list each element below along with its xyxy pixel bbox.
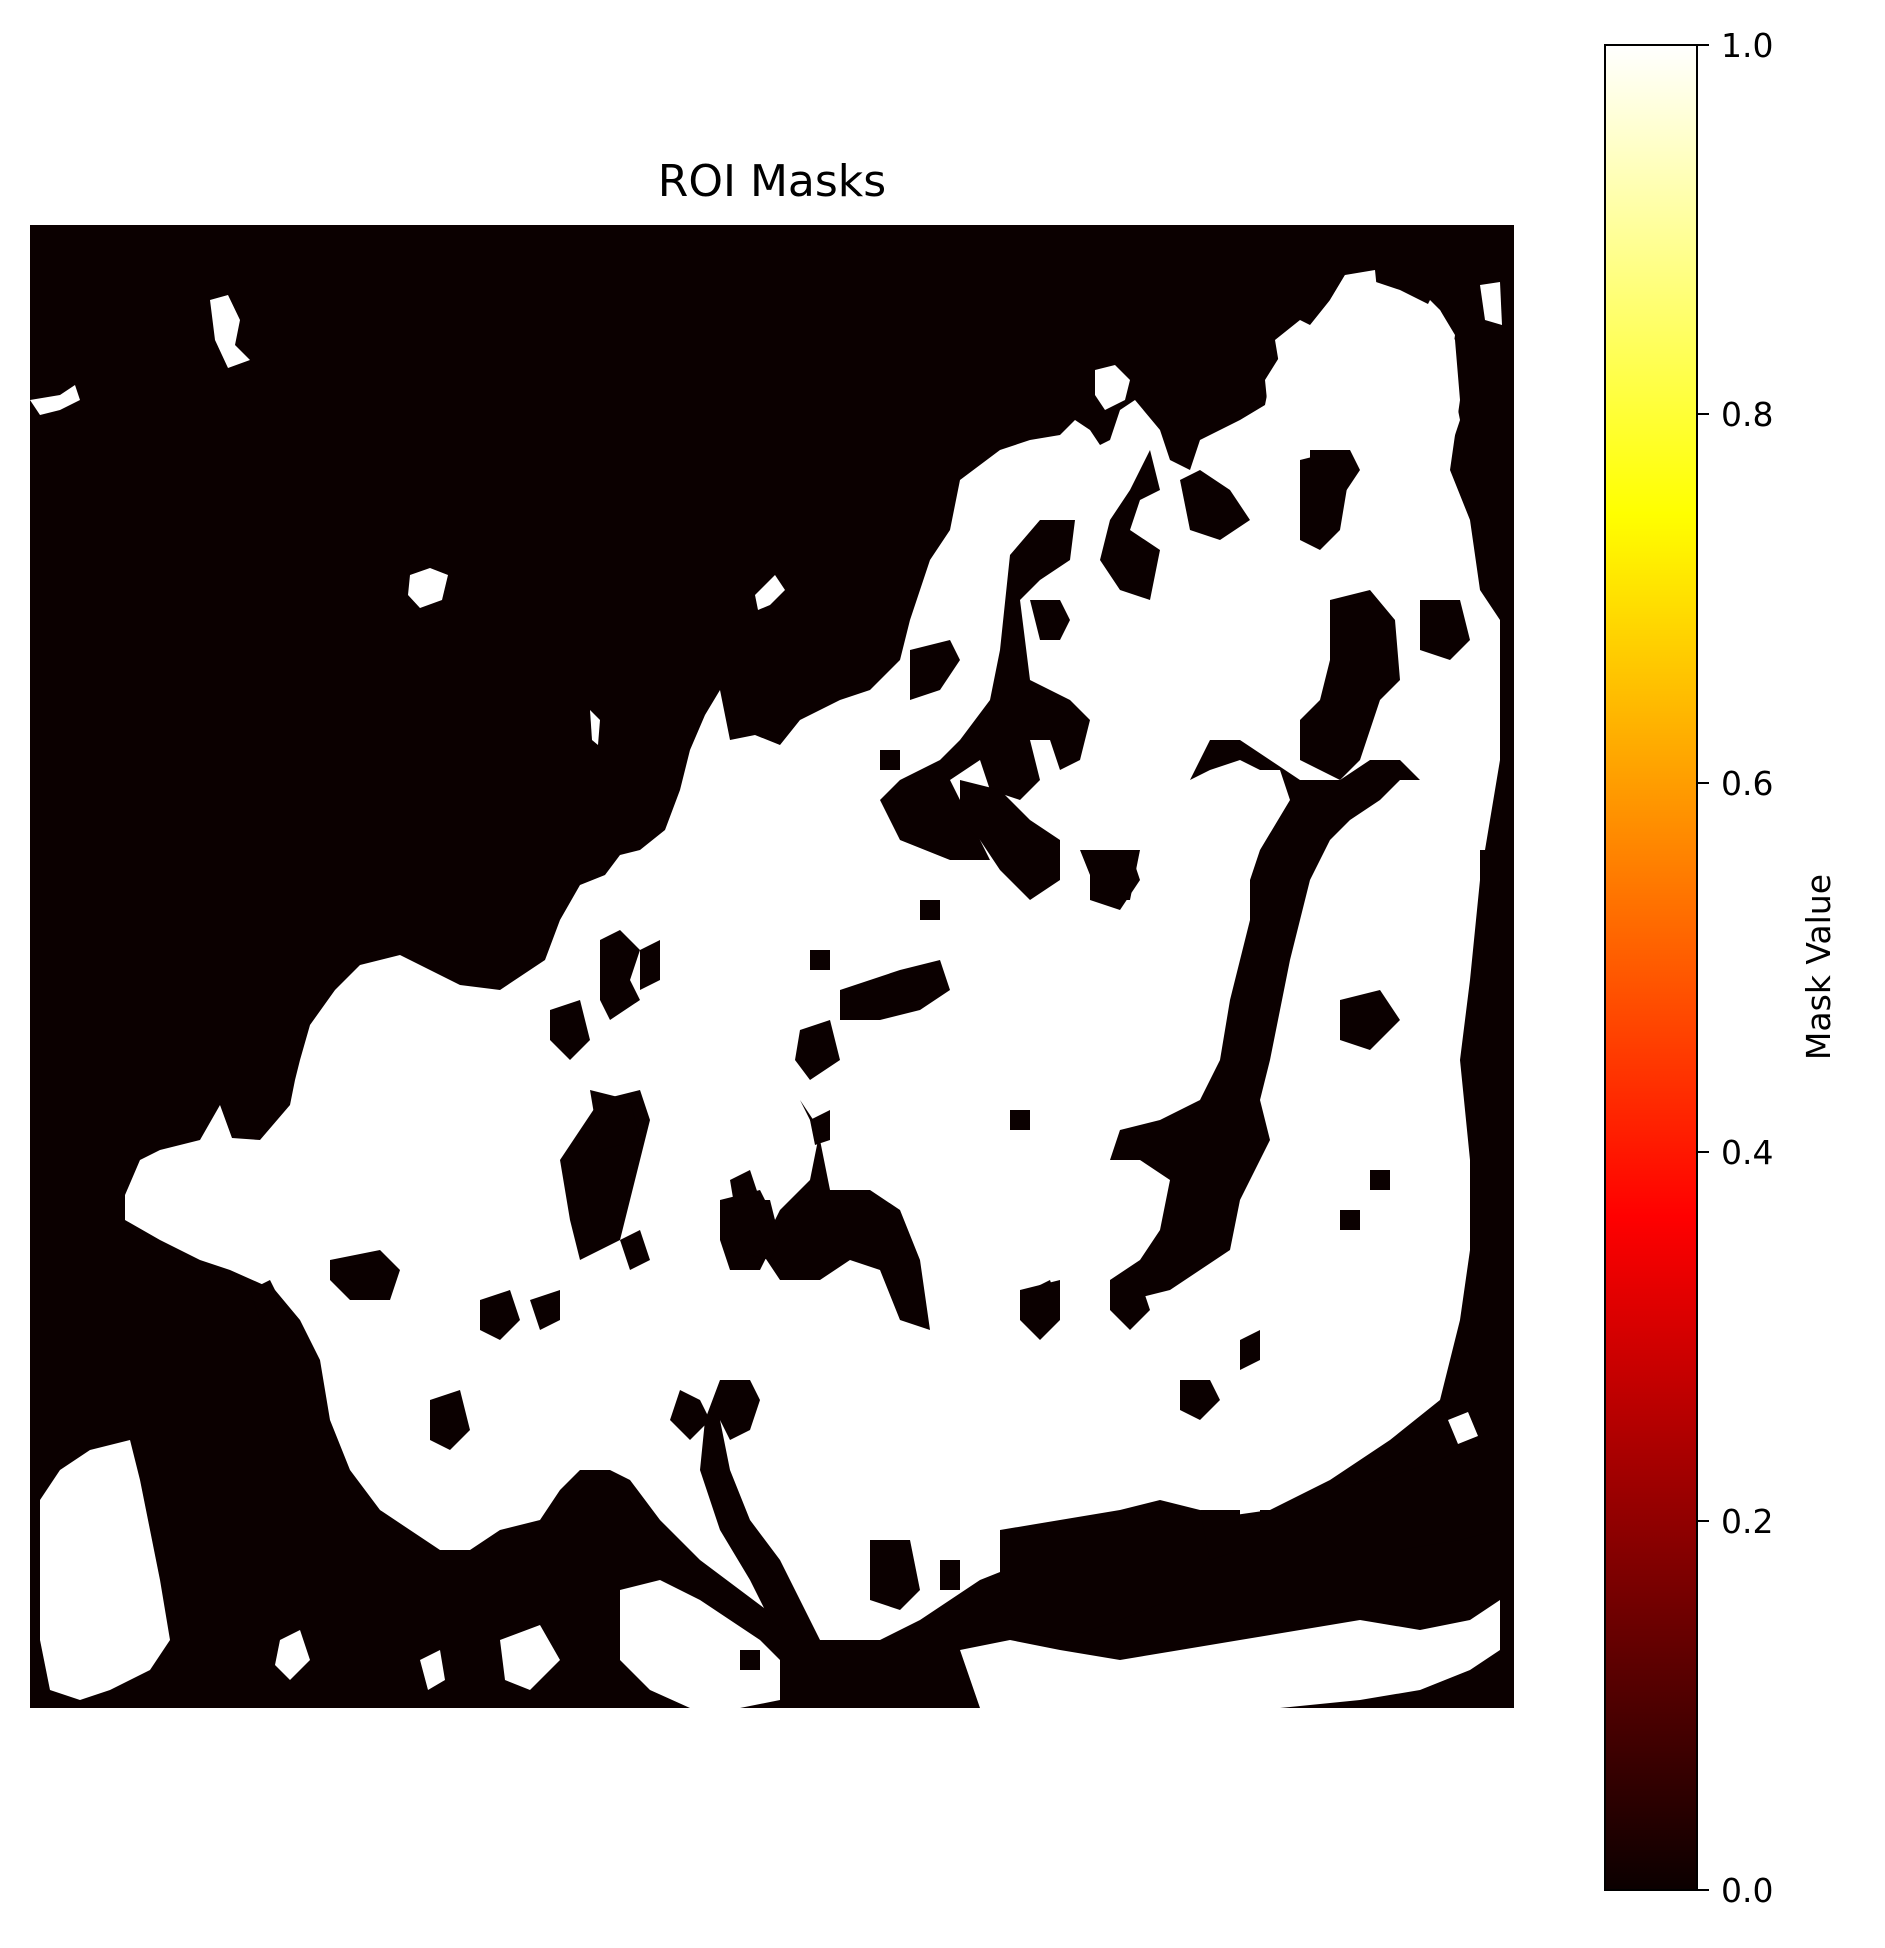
mask-hole	[1080, 850, 1140, 900]
mask-hole	[1370, 1170, 1390, 1190]
mask-hole	[1180, 1380, 1220, 1420]
mask-hole	[1180, 470, 1250, 540]
mask-hole	[1200, 1510, 1240, 1560]
colorbar-tick-label: 0.0	[1721, 1871, 1773, 1910]
colorbar-tick-label: 0.2	[1721, 1502, 1773, 1541]
mask-blob	[1480, 282, 1502, 325]
mask-hole	[940, 1560, 960, 1590]
mask-hole	[1320, 1420, 1500, 1550]
mask-hole	[480, 1290, 520, 1340]
mask-hole	[1310, 450, 1360, 500]
mask-hole	[1240, 1330, 1260, 1370]
colorbar-tick-label: 0.6	[1721, 764, 1773, 803]
mask-hole	[795, 1020, 840, 1080]
mask-hole	[1000, 1500, 1220, 1640]
mask-hole	[620, 1230, 650, 1270]
mask-hole	[530, 1290, 560, 1330]
mask-blob	[275, 1630, 310, 1680]
mask-hole	[250, 1280, 280, 1320]
mask-hole	[1030, 600, 1070, 640]
mask-region-bottom-center	[620, 1580, 780, 1708]
mask-blob	[500, 1625, 560, 1690]
mask-hole	[670, 1390, 710, 1440]
mask-region-bottom-left	[40, 1440, 170, 1700]
mask-hole	[600, 930, 640, 1020]
colorbar-tick-label: 0.4	[1721, 1133, 1773, 1172]
mask-hole	[910, 640, 960, 700]
mask-hole	[640, 940, 660, 990]
mask-hole	[1110, 740, 1420, 1300]
mask-hole	[1420, 600, 1470, 660]
mask-hole	[330, 1250, 400, 1300]
mask-hole	[1100, 450, 1160, 600]
mask-hole	[1260, 1510, 1280, 1540]
mask-hole	[870, 1540, 920, 1610]
mask-hole	[880, 750, 900, 770]
colorbar-ticks: 0.0 0.2 0.4 0.6 0.8 1.0	[1697, 26, 1773, 1910]
colorbar-label: Mask Value	[1799, 874, 1838, 1060]
mask-hole	[1300, 590, 1400, 780]
mask-hole	[840, 960, 950, 1020]
mask-blob	[755, 575, 785, 610]
mask-hole	[740, 1650, 760, 1670]
heatmap-image	[30, 225, 1514, 1708]
mask-hole	[810, 1110, 830, 1145]
mask-hole	[1480, 850, 1500, 960]
mask-hole	[920, 900, 940, 920]
mask-hole	[1010, 1110, 1030, 1130]
mask-hole	[1390, 1590, 1410, 1610]
mask-blob	[590, 710, 600, 745]
colorbar: 0.0 0.2 0.4 0.6 0.8 1.0 Mask Value	[1604, 26, 1838, 1910]
mask-hole	[1140, 1140, 1160, 1160]
mask-hole	[1340, 990, 1400, 1050]
mask-hole	[550, 1000, 590, 1060]
mask-hole	[960, 780, 1060, 900]
mask-blob	[408, 568, 448, 608]
mask-hole	[430, 1390, 470, 1450]
mask-hole	[1110, 1280, 1150, 1330]
colorbar-gradient	[1604, 44, 1698, 1891]
mask-hole	[590, 1090, 640, 1150]
mask-hole	[1340, 1210, 1360, 1230]
mask-hole	[700, 1380, 820, 1640]
mask-holes	[250, 450, 1500, 1670]
mask-hole	[880, 520, 1090, 860]
mask-region-bottom-right	[960, 1600, 1500, 1708]
mask-hole	[760, 1100, 930, 1330]
mask-blob	[30, 385, 80, 415]
mask-region-top-right	[1265, 270, 1460, 500]
mask-blob	[1095, 365, 1130, 410]
mask-blob	[1448, 1412, 1478, 1444]
mask-hole	[1020, 1280, 1060, 1340]
mask-blob	[420, 1650, 445, 1690]
colorbar-tick-label: 1.0	[1721, 26, 1773, 65]
mask-blob	[210, 295, 250, 368]
mask-hole	[730, 1200, 780, 1260]
mask-hole	[810, 950, 830, 970]
colorbar-tick-label: 0.8	[1721, 395, 1773, 434]
chart-title: ROI Masks	[658, 156, 886, 207]
